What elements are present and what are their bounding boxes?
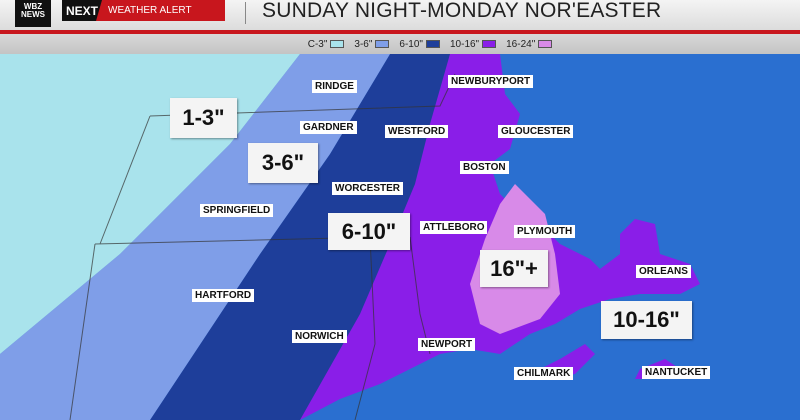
snowfall-amount-label: 6-10" (328, 213, 410, 250)
town-label: WESTFORD (385, 125, 449, 138)
legend-label: C-3" (307, 38, 328, 50)
legend-swatch (538, 40, 553, 48)
zone-6-10 (150, 54, 450, 420)
divider (245, 2, 246, 24)
header-bar: WBZ NEWS NEXT WEATHER ALERT SUNDAY NIGHT-… (0, 0, 800, 30)
station-logo: WBZ NEWS (15, 0, 51, 27)
snowfall-amount-label: 1-3" (170, 98, 237, 138)
land-purple-zone (250, 54, 700, 420)
town-label: PLYMOUTH (514, 225, 576, 238)
weather-alert-badge: NEXT WEATHER ALERT (62, 0, 225, 21)
legend-item: 3-6" (354, 38, 390, 50)
legend-label: 16-24" (506, 38, 536, 50)
town-label: WORCESTER (332, 182, 403, 195)
town-label: ATTLEBORO (420, 221, 488, 234)
alert-brand: NEXT (62, 0, 103, 21)
snowfall-amount-label: 10-16" (601, 301, 692, 339)
divider (0, 30, 800, 34)
legend-label: 3-6" (354, 38, 373, 50)
legend-swatch (375, 40, 390, 48)
legend-swatch (330, 40, 345, 48)
snowfall-legend: C-3" 3-6" 6-10" 10-16" 16-24" (0, 34, 800, 54)
town-label: NEWPORT (418, 338, 476, 351)
legend-label: 6-10" (399, 38, 423, 50)
town-label: NEWBURYPORT (448, 75, 534, 88)
legend-label: 10-16" (449, 38, 480, 50)
town-label: BOSTON (460, 161, 509, 174)
legend-swatch (425, 40, 440, 48)
snowfall-amount-label: 3-6" (248, 143, 318, 183)
town-label: NANTUCKET (642, 366, 711, 379)
legend-item: 6-10" (399, 39, 440, 50)
town-label: SPRINGFIELD (200, 204, 274, 217)
legend-item: 10-16" (449, 38, 497, 50)
town-label: GLOUCESTER (498, 125, 574, 138)
town-label: RINDGE (312, 80, 357, 93)
legend-item: 16-24" (506, 38, 553, 50)
town-label: NORWICH (292, 330, 347, 343)
snowfall-amount-label: 16"+ (480, 250, 548, 287)
alert-text: WEATHER ALERT (108, 5, 192, 16)
town-label: GARDNER (300, 121, 357, 134)
town-label: ORLEANS (636, 265, 691, 278)
page-title: SUNDAY NIGHT-MONDAY NOR'EASTER (262, 0, 662, 22)
town-label: CHILMARK (514, 367, 574, 380)
town-label: HARTFORD (192, 289, 255, 302)
legend-swatch (482, 40, 497, 48)
legend-item: C-3" (308, 39, 345, 50)
